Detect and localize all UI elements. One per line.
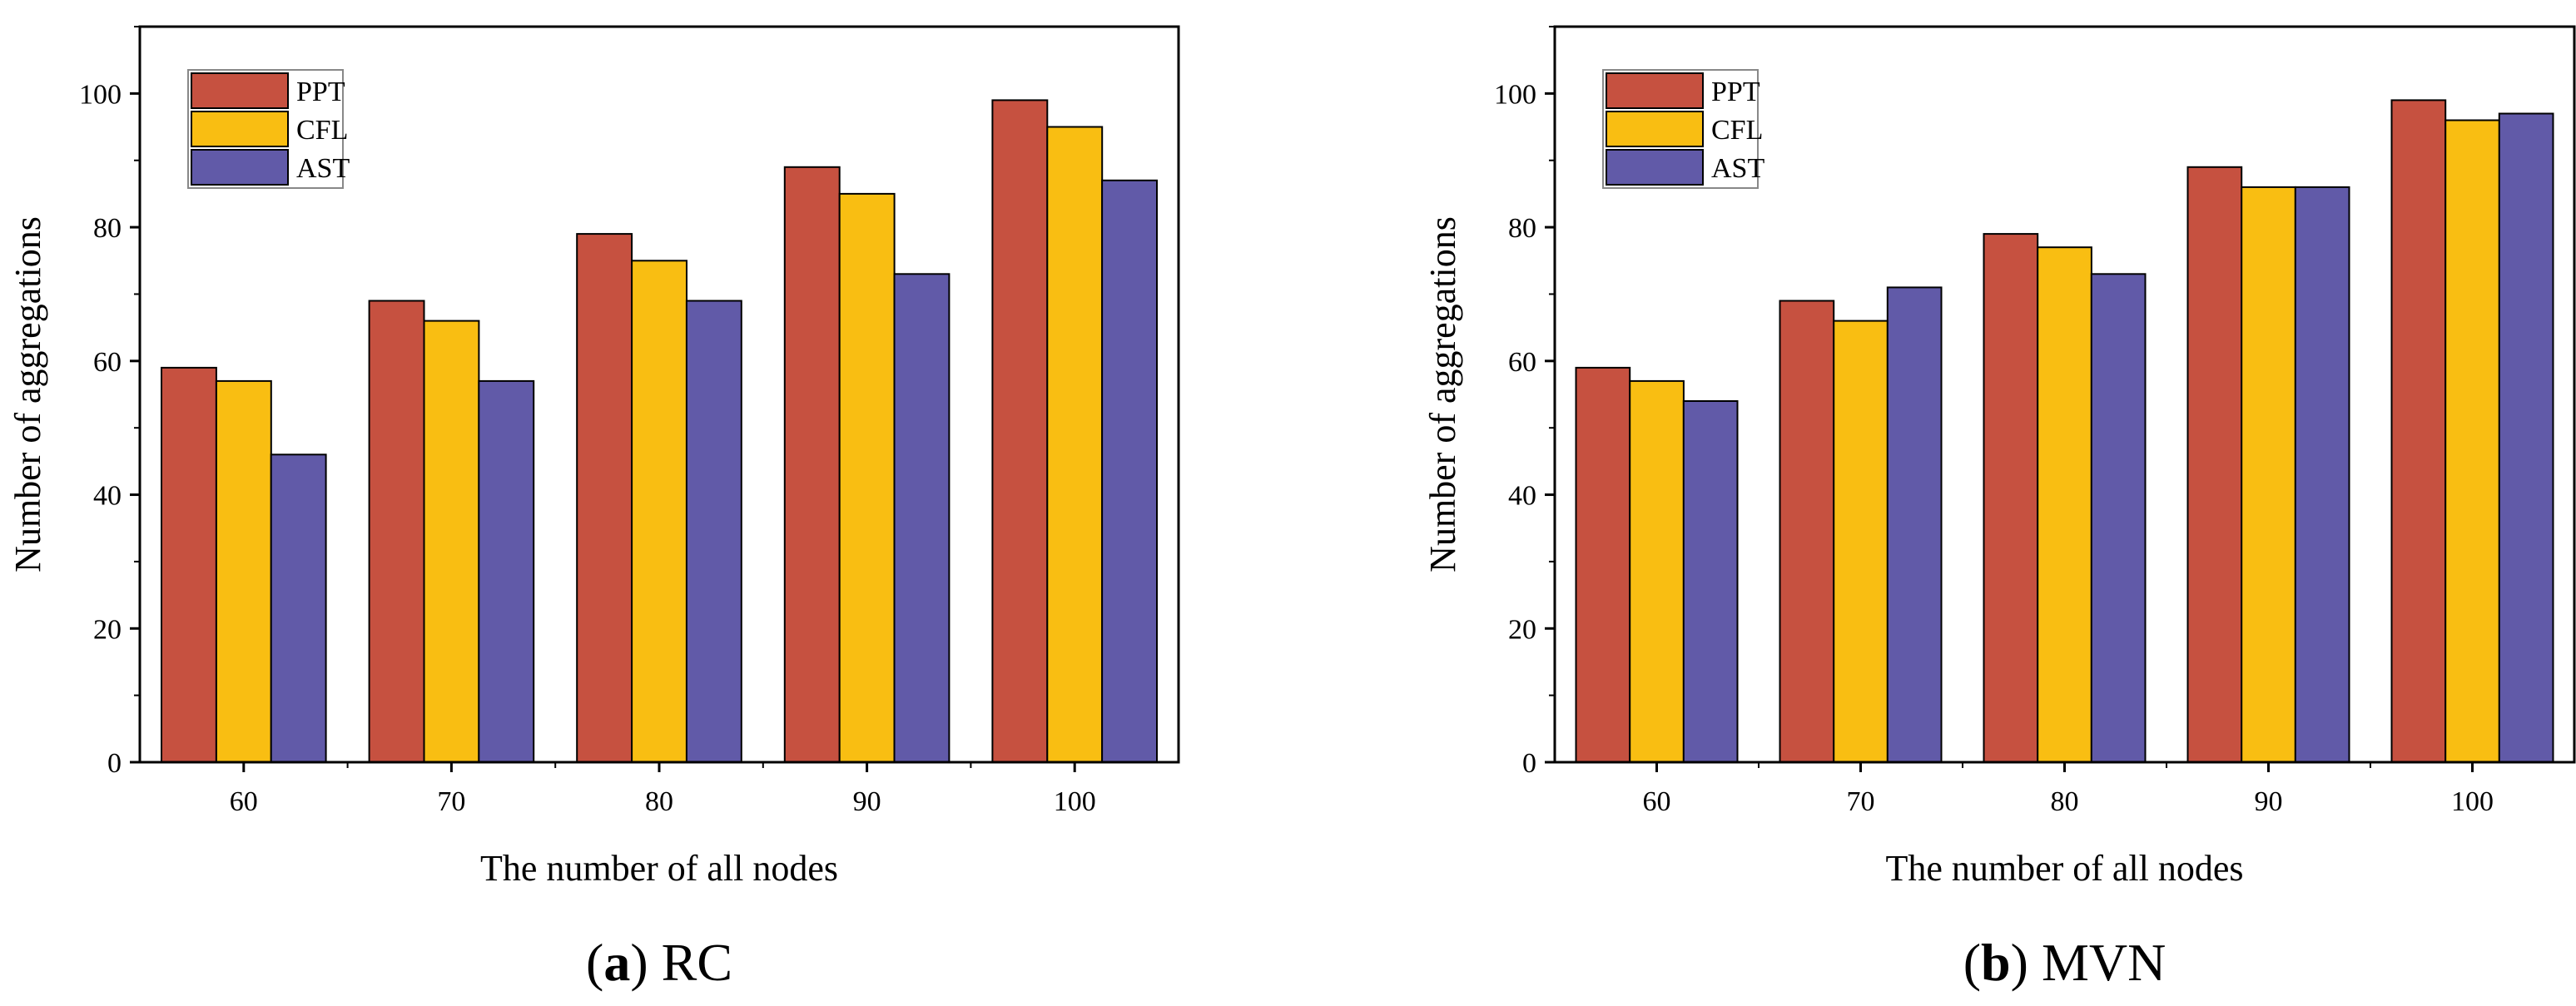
chart-a-bar-ast-60 [270,453,327,763]
chart-b-bar-ast-80 [2090,273,2147,763]
chart-b-legend-swatch-ast [1606,149,1704,186]
chart-b-legend-swatch-ppt [1606,72,1704,109]
chart-b-caption-title: MVN [2042,933,2166,992]
chart-a-bar-ppt-90 [783,166,841,764]
chart-b-bars [1575,99,2554,764]
chart-b-legend-label-ast: AST [1711,153,1764,184]
chart-panel-a: 0 20 40 60 80 100 60 70 80 90 100 Number of aggreg… [7,25,1180,992]
chart-a-ytick-label-100: 100 [79,79,122,110]
chart-a-legend-label-ppt: PPT [296,77,345,107]
chart-a-svg: 0 20 40 60 80 100 60 70 80 90 100 Number of aggreg… [7,25,1180,992]
chart-panel-b: 0 20 40 60 80 100 60 70 80 90 100 Number of aggreg… [1288,0,2576,1006]
chart-b-xtick-label-60: 60 [1643,786,1671,817]
chart-a-bar-ppt-100 [991,99,1049,763]
chart-a-caption-title: RC [662,933,732,992]
chart-b-bar-ast-70 [1886,286,1943,763]
chart-a-bar-ast-70 [478,379,535,763]
chart-a-legend-label-cfl: CFL [296,115,348,146]
chart-b-bar-cfl-100 [2444,119,2500,763]
chart-b-caption-letter: b [1981,933,2011,992]
chart-a-bar-cfl-60 [215,379,272,763]
chart-b-xtick-label-100: 100 [2451,786,2494,817]
chart-b-xtick-label-80: 80 [2051,786,2079,817]
chart-a-bar-ast-80 [685,300,742,763]
chart-b-bar-ppt-60 [1575,366,1631,763]
chart-b-caption-paren-close: ) [2011,933,2042,992]
chart-a-legend: PPT CFL AST [187,69,350,189]
chart-a-ytick-label-40: 40 [93,481,122,512]
chart-b-bar-ppt-90 [2186,166,2243,764]
chart-a-bar-ppt-60 [161,366,217,763]
chart-b-legend-swatch-cfl [1606,111,1704,147]
chart-b-bar-cfl-70 [1833,320,1889,764]
chart-a-legend-swatch-ast [191,149,289,186]
chart-a-bar-cfl-90 [838,192,896,763]
chart-a-caption-paren-open: ( [586,933,603,992]
chart-a-ytick-label-20: 20 [93,614,122,645]
chart-b-ytick-label-100: 100 [1494,79,1536,110]
chart-b-ytick-label-60: 60 [1508,347,1536,378]
chart-b-ytick-label-80: 80 [1508,213,1536,244]
chart-a-caption: (a) RC [586,933,732,992]
chart-a-caption-letter: a [603,933,630,992]
chart-b-caption-paren-open: ( [1963,933,1981,992]
chart-a-xtick-label-60: 60 [230,786,258,817]
chart-b-svg: 0 20 40 60 80 100 60 70 80 90 100 Number of aggreg… [1422,25,2576,992]
chart-b-bar-ppt-100 [2390,99,2447,763]
chart-a-ytick-label-80: 80 [93,213,122,244]
chart-b-ytick-label-40: 40 [1508,481,1536,512]
chart-b-bar-cfl-60 [1629,379,1685,763]
chart-b-legend-label-cfl: CFL [1711,115,1763,146]
chart-a-bar-ast-90 [893,273,950,763]
chart-a-bar-ast-100 [1101,179,1158,764]
chart-b-bar-ppt-70 [1779,300,1835,763]
chart-a-bar-cfl-70 [423,320,480,764]
chart-b-bar-cfl-90 [2241,186,2296,763]
chart-a-bar-ppt-80 [576,233,633,764]
chart-b-bar-ast-100 [2498,112,2554,763]
chart-b-legend-label-ppt: PPT [1711,77,1760,107]
chart-b-xtick-label-70: 70 [1847,786,1875,817]
chart-a-bar-cfl-100 [1046,126,1104,763]
chart-b-ticks: 0 20 40 60 80 100 60 70 80 90 100 [1494,26,2494,817]
chart-a-legend-swatch-cfl [191,111,289,147]
chart-b-bar-ppt-80 [1983,233,2039,764]
chart-a-bar-cfl-80 [631,260,687,763]
chart-b-legend: PPT CFL AST [1602,69,1764,189]
chart-b-caption: (b) MVN [1963,933,2167,992]
chart-b-ytick-label-0: 0 [1522,748,1536,779]
chart-b-bar-ast-90 [2294,186,2350,763]
chart-b-bar-cfl-80 [2037,246,2092,763]
chart-b-x-axis-label: The number of all nodes [1885,848,2243,889]
chart-a-y-axis-label: Number of aggregations [7,216,48,572]
chart-a-ticks: 0 20 40 60 80 100 60 70 80 90 100 [79,26,1096,817]
chart-a-xtick-label-90: 90 [853,786,881,817]
chart-b-y-axis-label: Number of aggregations [1422,216,1463,572]
chart-a-legend-label-ast: AST [296,153,350,184]
chart-a-xtick-label-80: 80 [645,786,673,817]
chart-a-bar-ppt-70 [368,300,425,763]
chart-a-ytick-label-0: 0 [107,748,122,779]
chart-b-ytick-label-20: 20 [1508,614,1536,645]
chart-a-ytick-label-60: 60 [93,347,122,378]
chart-a-x-axis-label: The number of all nodes [480,848,838,889]
chart-a-caption-paren-close: ) [630,933,661,992]
chart-a-xtick-label-70: 70 [437,786,465,817]
chart-a-xtick-label-100: 100 [1054,786,1096,817]
chart-b-bar-ast-60 [1682,400,1739,763]
chart-a-legend-swatch-ppt [191,72,289,109]
chart-a-bars [161,99,1158,764]
chart-b-xtick-label-90: 90 [2255,786,2283,817]
